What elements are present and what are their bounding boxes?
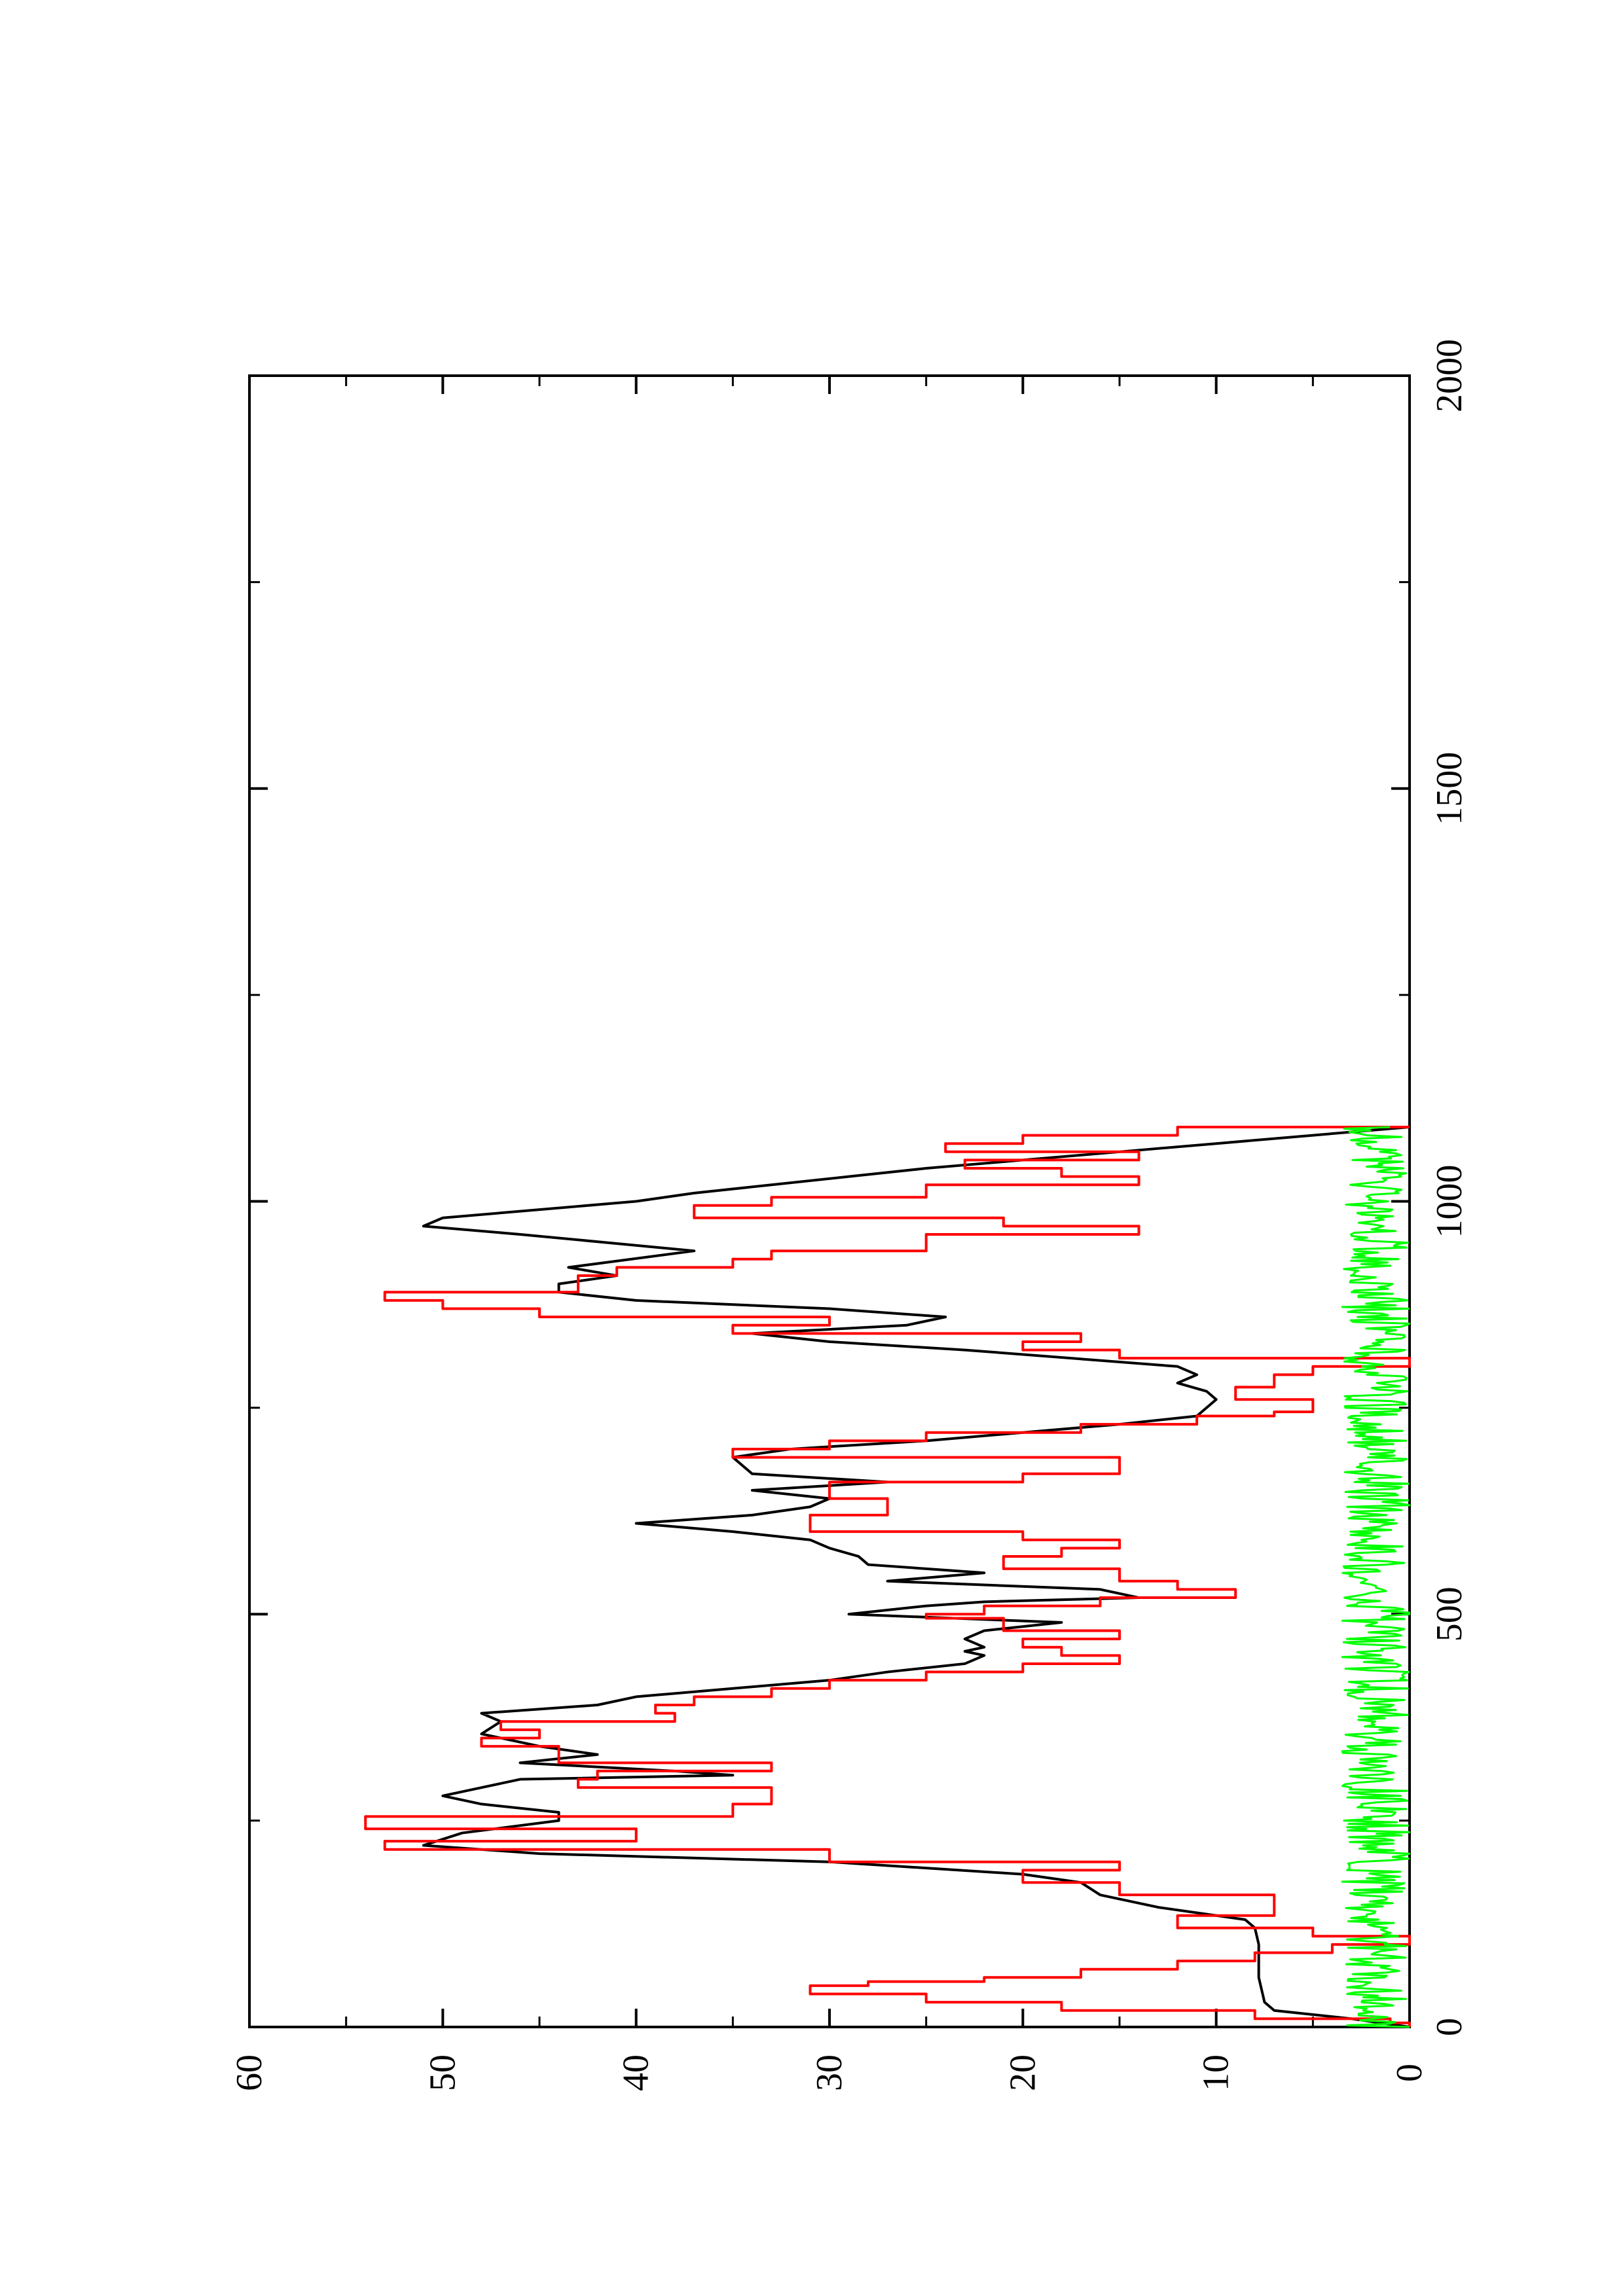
- series-line-1: [422, 1125, 1410, 2028]
- x-tick-label: 500: [1429, 1587, 1470, 1641]
- y-tick-label: 40: [616, 2054, 657, 2091]
- y-tick-label: 10: [1196, 2054, 1237, 2091]
- x-tick-label: 1000: [1429, 1165, 1470, 1238]
- series-line-2: [364, 1125, 1411, 2027]
- series-layer: [364, 1125, 1411, 2028]
- y-tick-label: 50: [422, 2054, 463, 2091]
- x-tick-label: 1500: [1429, 752, 1470, 825]
- plot-border: [248, 374, 1411, 2028]
- y-tick-label: 0: [1389, 2064, 1430, 2082]
- y-tick-label: 20: [1002, 2054, 1043, 2091]
- series-line-3: [1341, 1126, 1411, 2028]
- axis-ticks: [248, 374, 1411, 2028]
- y-tick-label: 60: [229, 2054, 270, 2091]
- x-tick-label: 0: [1429, 2018, 1470, 2036]
- y-tick-label: 30: [809, 2054, 850, 2091]
- axis-tick-labels: 0 500 1000 1500 2000 0 10 20 30 40 50 60: [229, 339, 1470, 2091]
- x-tick-label: 2000: [1429, 339, 1470, 412]
- plot-frame: [248, 374, 1411, 2028]
